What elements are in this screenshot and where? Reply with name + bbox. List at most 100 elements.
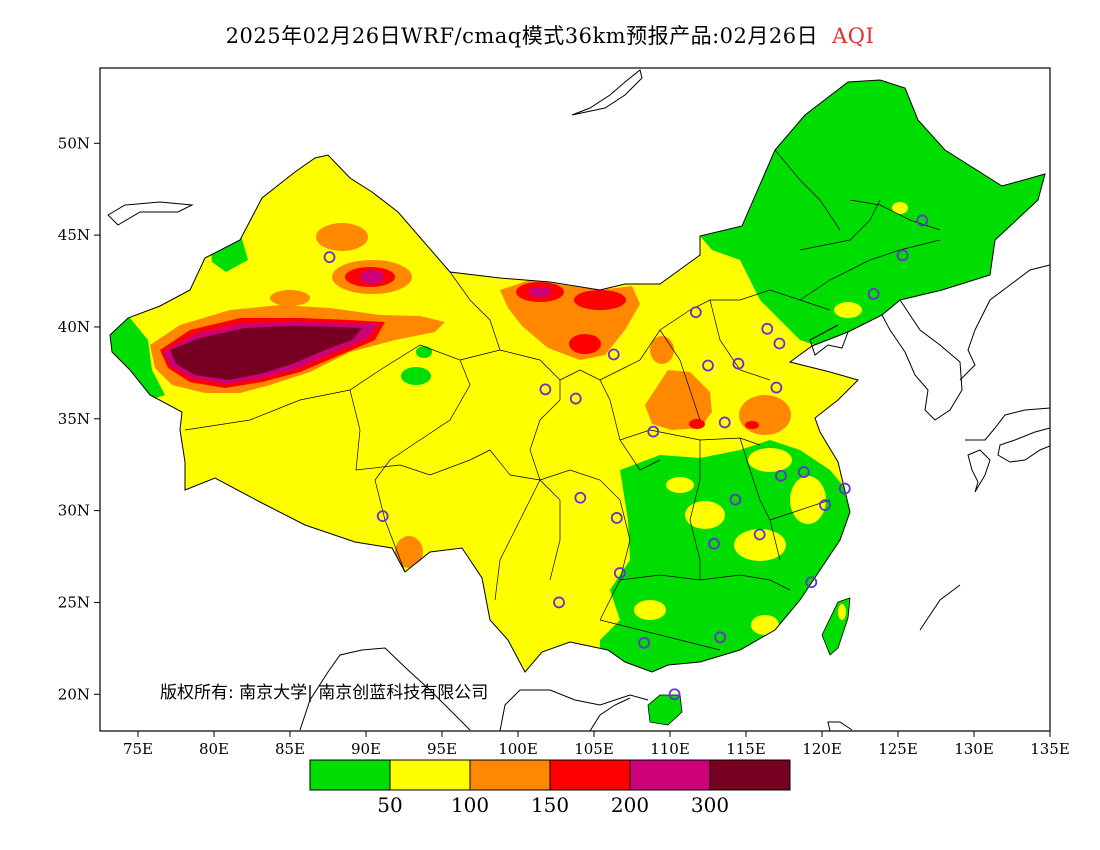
station-marker xyxy=(638,636,651,649)
lon-tick-label: 125E xyxy=(878,740,918,758)
station-marker xyxy=(761,322,774,335)
station-marker xyxy=(819,499,831,512)
lon-tick-label: 115E xyxy=(726,740,766,758)
legend-label: 100 xyxy=(451,793,489,817)
lat-tick-label: 35N xyxy=(58,410,90,428)
station-marker xyxy=(753,528,766,541)
legend-swatch xyxy=(469,759,551,791)
station-marker xyxy=(916,214,929,227)
station-marker xyxy=(539,383,552,396)
station-marker xyxy=(867,287,880,300)
aqi-yellow-patch-7 xyxy=(666,477,694,493)
aqi-orange-tibet xyxy=(395,536,423,568)
station-marker xyxy=(668,688,681,701)
aqi-yellow-patch-4 xyxy=(634,600,666,620)
lon-tick-label: 100E xyxy=(498,740,538,758)
legend-swatch xyxy=(549,759,631,791)
aqi-green-west xyxy=(110,318,165,400)
aqi-red-alxa-3 xyxy=(569,334,601,354)
legend-label: 50 xyxy=(377,793,402,817)
station-marker xyxy=(610,512,623,524)
station-marker xyxy=(838,482,851,495)
station-marker xyxy=(773,337,786,350)
station-marker xyxy=(770,381,783,394)
aqi-yellow-patch-ne2 xyxy=(834,302,862,318)
station-marker xyxy=(732,357,745,370)
station-marker xyxy=(896,249,909,262)
aqi-orange-hami xyxy=(270,290,310,306)
station-marker xyxy=(797,466,810,478)
latitude-axis: 50N 45N 40N 35N 30N 25N 20N xyxy=(58,134,100,703)
lat-tick-label: 25N xyxy=(58,593,90,611)
legend-label: 200 xyxy=(611,793,649,817)
aqi-yellow-patch-ne xyxy=(892,202,908,214)
map-frame-border xyxy=(99,67,1051,732)
lon-tick-label: 135E xyxy=(1030,740,1070,758)
aqi-red-henan xyxy=(689,419,705,429)
station-marker xyxy=(323,251,336,264)
station-marker xyxy=(714,631,727,644)
neighbor-coastlines xyxy=(107,69,1050,731)
aqi-purple-alxa xyxy=(528,287,552,297)
station-marker xyxy=(729,493,742,506)
station-marker xyxy=(775,469,787,482)
copyright-text: 版权所有: 南京大学| 南京创蓝科技有限公司 xyxy=(160,683,488,703)
chart-title: 2025年02月26日WRF/cmaq模式36km预报产品:02月26日 AQI xyxy=(0,20,1100,50)
lon-tick-label: 75E xyxy=(123,740,153,758)
aqi-orange-shanxi xyxy=(650,336,674,364)
station-marker xyxy=(574,491,587,504)
legend-swatch xyxy=(709,759,791,791)
aqi-green-patch-gansu xyxy=(416,346,432,358)
color-legend: 50 100 150 200 300 xyxy=(309,759,791,817)
aqi-green-patch-qinghai xyxy=(401,367,431,385)
lon-tick-label: 130E xyxy=(954,740,994,758)
station-marker xyxy=(376,510,389,523)
legend-swatch xyxy=(629,759,711,791)
aqi-yellow-patch-3 xyxy=(790,476,826,524)
hainan-island xyxy=(647,694,683,726)
lon-tick-label: 110E xyxy=(650,740,690,758)
aqi-yellow-patch-1 xyxy=(685,501,725,529)
lat-tick-label: 45N xyxy=(58,226,90,244)
lon-tick-label: 85E xyxy=(275,740,305,758)
legend-swatch xyxy=(389,759,471,791)
station-marker xyxy=(708,537,720,550)
lon-tick-label: 95E xyxy=(427,740,457,758)
aqi-orange-junggar-1 xyxy=(316,223,368,251)
lat-tick-label: 50N xyxy=(58,134,90,152)
taiwan-yellow-patch xyxy=(838,604,846,620)
lon-tick-label: 80E xyxy=(199,740,229,758)
lon-tick-label: 105E xyxy=(574,740,614,758)
longitude-axis: 75E 80E 85E 90E 95E 100E 105E 110E 115E 120E 125E 1… xyxy=(123,731,1070,758)
aqi-yellow-patch-5 xyxy=(748,448,792,472)
station-marker xyxy=(805,576,818,589)
lon-tick-label: 90E xyxy=(351,740,381,758)
legend-label: 150 xyxy=(531,793,569,817)
aqi-orange-henan xyxy=(645,370,712,430)
aqi-red-shandong xyxy=(745,421,759,429)
station-marker xyxy=(607,348,620,361)
aqi-purple-junggar xyxy=(360,270,384,284)
aqi-yellow-patch-2 xyxy=(734,529,786,561)
station-marker xyxy=(647,425,660,438)
station-marker xyxy=(689,306,702,319)
lon-tick-label: 120E xyxy=(802,740,842,758)
station-marker xyxy=(718,416,731,429)
lat-tick-label: 40N xyxy=(58,318,90,336)
legend-swatch xyxy=(309,759,391,791)
station-marker xyxy=(702,359,714,372)
aqi-red-alxa-2 xyxy=(574,290,626,310)
title-variable: AQI xyxy=(832,24,875,48)
lat-tick-label: 20N xyxy=(58,685,90,703)
station-markers xyxy=(323,214,929,701)
lat-tick-label: 30N xyxy=(58,502,90,520)
station-marker xyxy=(613,567,626,579)
legend-label: 300 xyxy=(691,793,729,817)
station-marker xyxy=(569,392,582,405)
station-marker xyxy=(553,596,565,609)
title-main: 2025年02月26日WRF/cmaq模式36km预报产品:02月26日 xyxy=(225,24,819,48)
aqi-yellow-patch-6 xyxy=(751,615,779,635)
aqi-maroon-tarim xyxy=(170,326,362,380)
aqi-orange-shandong xyxy=(739,395,791,435)
